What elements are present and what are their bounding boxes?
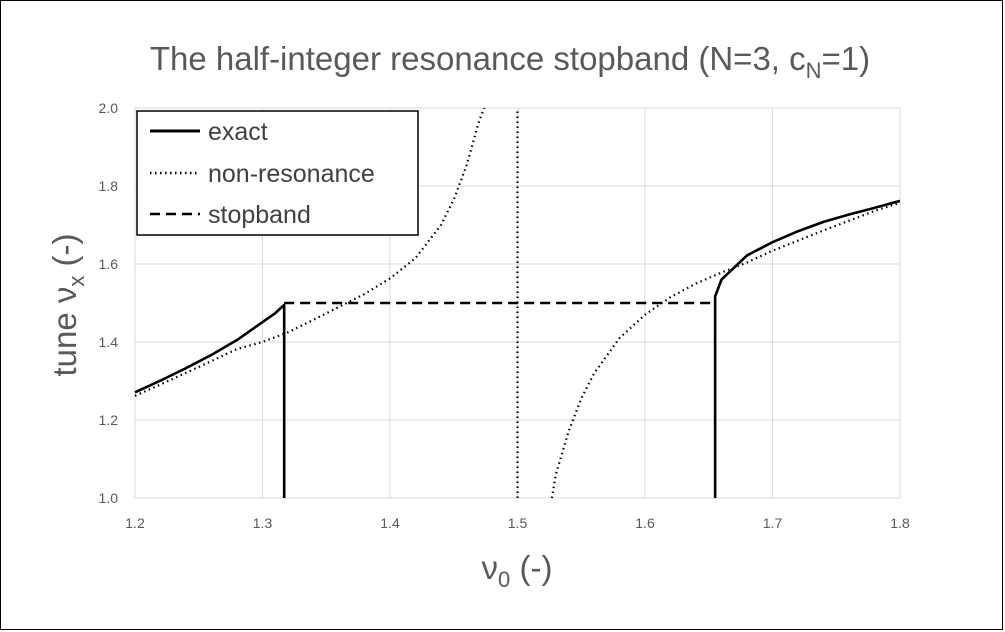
series-line-segment: [134, 303, 286, 498]
series-line-segment: [134, 107, 486, 397]
chart-title: The half-integer resonance stopband (N=3…: [150, 40, 870, 83]
series-line-segment: [713, 199, 901, 498]
x-tick-label: 1.6: [635, 515, 655, 531]
y-tick-label: 1.6: [99, 256, 119, 272]
series-line-segment: [550, 201, 901, 499]
legend: exact non-resonance stopband: [136, 110, 419, 236]
x-tick-label: 1.4: [380, 515, 400, 531]
y-tick-label: 1.0: [99, 490, 119, 506]
series-non-resonance: [134, 107, 901, 499]
y-tick-label: 1.8: [99, 178, 119, 194]
x-tick-label: 1.2: [125, 515, 145, 531]
legend-label-exact: exact: [208, 118, 268, 146]
x-tick-label: 1.7: [763, 515, 783, 531]
y-tick-label: 1.4: [99, 334, 119, 350]
y-axis-label: tune νx (-): [46, 233, 89, 376]
series-exact: [134, 199, 901, 498]
x-tick-label: 1.3: [253, 515, 273, 531]
x-tick-label: 1.5: [508, 515, 528, 531]
legend-label-non-resonance: non-resonance: [208, 160, 375, 188]
legend-label-stopband: stopband: [208, 201, 311, 229]
plot-area: [134, 107, 901, 499]
x-axis-label: ν0 (-): [482, 549, 553, 592]
tick-labels: 1.2 1.3 1.4 1.5 1.6 1.7 1.8 1.0 1.2 1.4 1.6 1.8 2.0: [99, 100, 910, 531]
y-tick-label: 2.0: [99, 100, 119, 116]
y-tick-label: 1.2: [99, 412, 119, 428]
x-tick-label: 1.8: [890, 515, 910, 531]
